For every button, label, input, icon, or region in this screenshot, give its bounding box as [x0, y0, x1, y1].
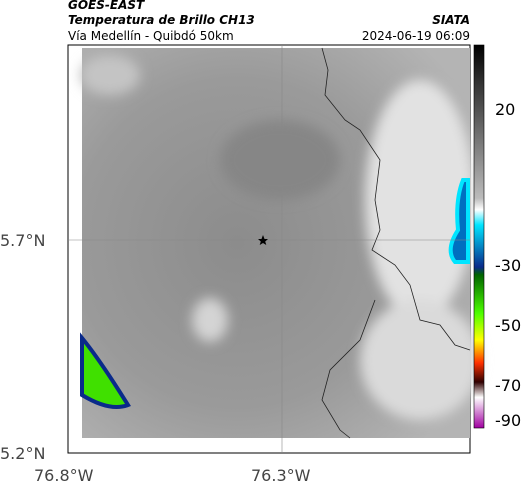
colorbar-label: -50: [495, 316, 522, 335]
colorbar: [473, 44, 485, 429]
lat-label: 5.2°N: [0, 444, 46, 463]
cold-cloud: [80, 332, 131, 409]
location-marker: [258, 235, 268, 245]
lon-label: 76.8°W: [34, 466, 94, 485]
source: SIATA: [432, 13, 470, 27]
lat-label: 5.7°N: [0, 231, 46, 250]
colorbar-label: -90: [495, 411, 522, 430]
colorbar-label: -70: [495, 376, 522, 395]
colorbar-label: -30: [495, 256, 522, 275]
lon-label: 76.3°W: [251, 466, 311, 485]
datetime: 2024-06-19 06:09: [361, 29, 470, 43]
product: GOES-EAST: [68, 0, 145, 12]
colorbar-label: 20: [495, 100, 516, 119]
subtitle: Vía Medellín - Quibdó 50km: [68, 29, 234, 43]
cold-cloud: [448, 178, 470, 264]
cloud-texture: [80, 55, 480, 420]
border: [321, 47, 471, 439]
title: Temperatura de Brillo CH13: [68, 13, 255, 27]
